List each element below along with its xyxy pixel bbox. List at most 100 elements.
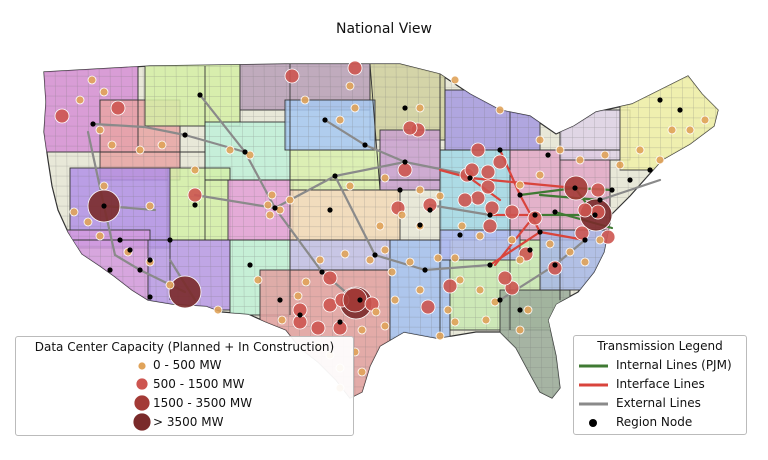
transmission-line (273, 206, 324, 274)
region-node (517, 307, 523, 313)
data-center-bubble (397, 210, 407, 220)
dc-legend-label-xlarge: > 3500 MW (153, 415, 224, 429)
data-center-legend: Data Center Capacity (Planned + In Const… (15, 336, 354, 436)
data-center-bubble (507, 235, 517, 245)
data-center-bubble (322, 270, 338, 286)
data-center-bubble (450, 317, 460, 327)
transmission-line (403, 160, 472, 177)
data-center-bubble (464, 162, 480, 178)
transmission-line (193, 193, 277, 210)
region-node (527, 247, 533, 253)
data-center-bubble (342, 287, 368, 313)
data-center-bubble (450, 253, 460, 263)
dc-legend-label-medium: 500 - 1500 MW (153, 377, 245, 391)
data-center-bubble (83, 217, 93, 227)
region-node (327, 207, 333, 213)
region-iowa (379, 129, 441, 191)
county-line (44, 135, 718, 139)
region-node (497, 147, 503, 153)
region-node (319, 269, 325, 275)
region-node (572, 185, 578, 191)
data-center-bubble (335, 115, 345, 125)
data-center-bubble (347, 60, 363, 76)
transmission-line (183, 133, 247, 154)
region-node (247, 262, 253, 268)
county-line (362, 64, 367, 398)
dc-large-swatch (133, 394, 151, 412)
region-node (552, 209, 558, 215)
region-node (362, 142, 368, 148)
region-node (422, 267, 428, 273)
region-node (467, 175, 473, 181)
data-center-bubble (213, 305, 223, 315)
transmission-line (423, 263, 492, 272)
data-center-bubble (580, 257, 590, 267)
data-center-bubble (310, 320, 326, 336)
region-node (609, 187, 615, 193)
data-center-bubble (555, 145, 565, 155)
data-center-bubble (470, 190, 486, 206)
region-node (582, 237, 588, 243)
region-node (417, 222, 423, 228)
data-center-bubble (187, 187, 203, 203)
data-center-bubble (535, 135, 545, 145)
data-center-bubble (95, 231, 105, 241)
data-center-bubble (435, 331, 445, 341)
region-node (182, 132, 188, 138)
state-borders (60, 64, 620, 336)
region-california-south (49, 229, 151, 311)
region-node (137, 267, 143, 273)
transmission-legend: Transmission Legend Internal Lines (PJM)… (573, 335, 747, 435)
data-center-bubble (371, 307, 381, 317)
dc-small-swatch (137, 361, 147, 371)
data-center-bubble (107, 140, 117, 150)
data-center-bubble (190, 165, 200, 175)
data-center-bubble (590, 204, 606, 220)
region-great-lakes (444, 89, 541, 151)
region-node (272, 205, 278, 211)
region-node (487, 262, 493, 268)
data-center-bubble (455, 275, 465, 285)
region-node (402, 159, 408, 165)
data-center-bubble (405, 257, 415, 267)
transmission-line (198, 93, 247, 154)
region-node (242, 149, 248, 155)
data-center-bubble (635, 145, 645, 155)
region-node (497, 297, 503, 303)
county-line (516, 64, 521, 398)
transmission-line (143, 125, 187, 137)
data-center-bubble (700, 115, 710, 125)
county-line (44, 145, 718, 149)
data-center-bubble (387, 267, 397, 277)
transmission-line (323, 118, 367, 147)
region-node (167, 237, 173, 243)
data-center-bubble (435, 191, 445, 201)
data-center-bubble (99, 181, 109, 191)
data-center-bubble (577, 202, 593, 218)
data-center-bubble (340, 249, 350, 259)
region-montana (144, 64, 241, 127)
data-center-bubble (527, 210, 543, 226)
dc-xlarge-swatch (132, 412, 152, 432)
dc-legend-label-small: 0 - 500 MW (153, 358, 222, 372)
data-center-bubble (245, 150, 255, 160)
region-node (597, 197, 603, 203)
data-center-bubble (157, 140, 167, 150)
data-center-bubble (345, 81, 355, 91)
data-center-bubble (69, 207, 79, 217)
data-center-bubble (365, 255, 375, 265)
data-center-bubble (492, 154, 508, 170)
region-node (677, 107, 683, 113)
region-node (90, 121, 96, 127)
data-center-bubble (655, 155, 665, 165)
data-center-bubble (547, 260, 563, 276)
data-center-bubble (390, 295, 400, 305)
data-center-bubble (267, 190, 277, 200)
data-center-bubble (301, 277, 311, 287)
county-line (44, 175, 718, 179)
data-center-bubble (145, 201, 155, 211)
transmission-legend-symbols (579, 364, 608, 427)
data-center-bubble (87, 75, 97, 85)
region-node (147, 294, 153, 300)
region-node (127, 247, 133, 253)
